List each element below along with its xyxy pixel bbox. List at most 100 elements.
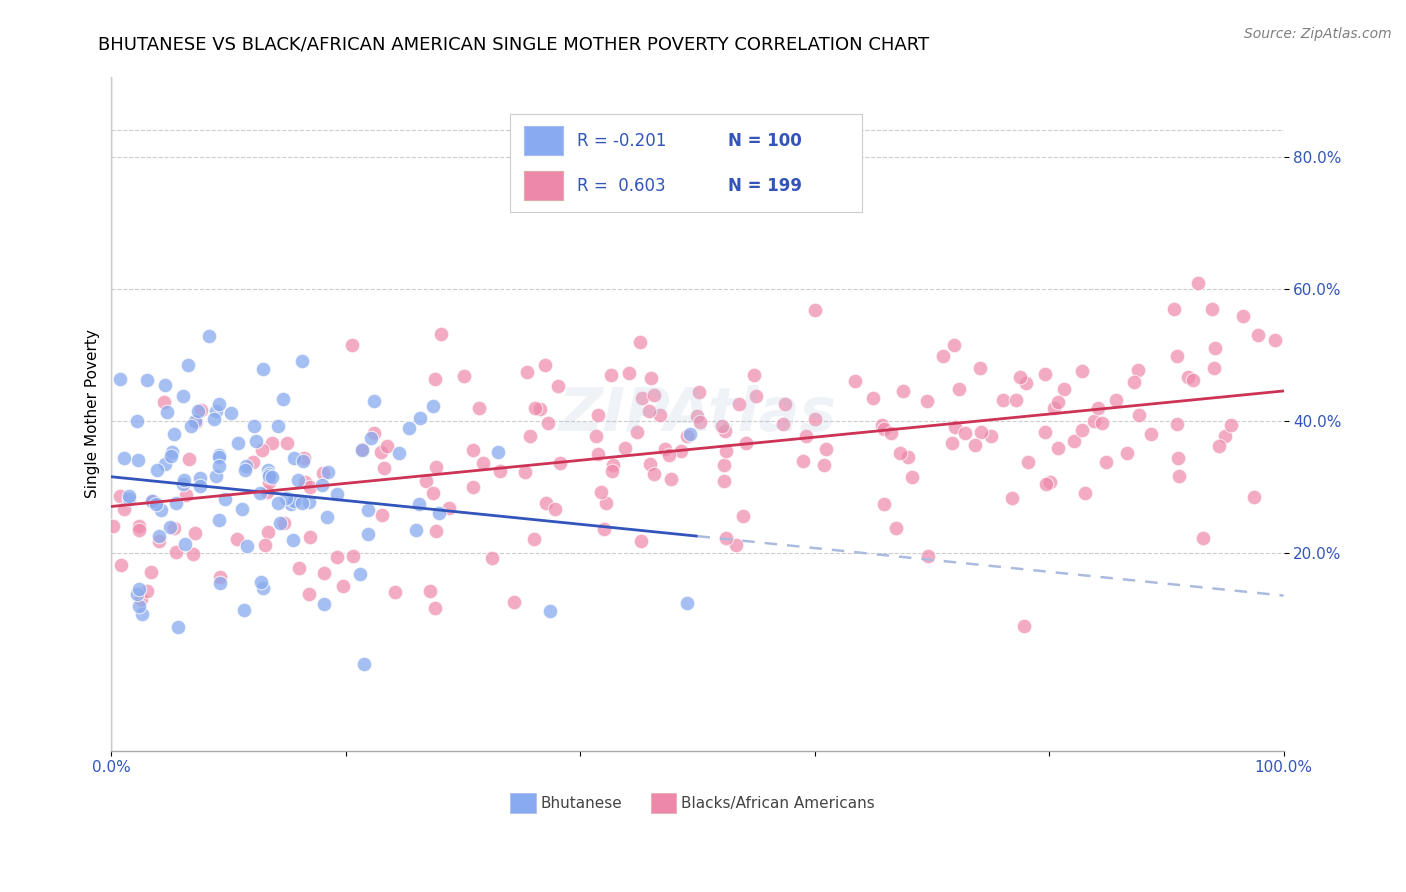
- Point: [1017, 455, 1039, 469]
- Point: [352, 443, 374, 458]
- Point: [1201, 302, 1223, 317]
- Point: [228, 436, 250, 450]
- Point: [1033, 425, 1056, 439]
- Point: [219, 406, 242, 420]
- Point: [519, 429, 541, 443]
- Point: [370, 445, 392, 459]
- Point: [125, 586, 148, 600]
- Point: [276, 436, 298, 450]
- Point: [586, 408, 609, 422]
- Point: [628, 334, 651, 349]
- Point: [271, 392, 294, 406]
- Point: [953, 426, 976, 441]
- Point: [312, 597, 335, 611]
- Point: [242, 455, 264, 469]
- Point: [231, 501, 253, 516]
- Point: [160, 444, 183, 458]
- Point: [617, 366, 640, 380]
- Point: [249, 485, 271, 500]
- Point: [595, 496, 617, 510]
- Point: [675, 428, 697, 442]
- Point: [172, 389, 194, 403]
- Point: [803, 303, 825, 318]
- Point: [1123, 375, 1146, 389]
- Point: [181, 548, 204, 562]
- Point: [727, 397, 749, 411]
- Point: [257, 475, 280, 489]
- Point: [889, 446, 911, 460]
- Point: [503, 595, 526, 609]
- Point: [1071, 364, 1094, 378]
- Point: [190, 403, 212, 417]
- Point: [1014, 376, 1036, 391]
- Point: [515, 465, 537, 479]
- Point: [312, 566, 335, 580]
- Point: [388, 446, 411, 460]
- Point: [267, 418, 290, 433]
- Point: [602, 458, 624, 472]
- Point: [463, 442, 485, 457]
- Point: [350, 442, 373, 456]
- Point: [472, 456, 495, 470]
- Point: [1039, 475, 1062, 489]
- Point: [917, 549, 939, 563]
- Point: [184, 525, 207, 540]
- Point: [593, 522, 616, 536]
- Point: [591, 484, 613, 499]
- Point: [1166, 417, 1188, 432]
- Point: [146, 463, 169, 477]
- Text: Source: ZipAtlas.com: Source: ZipAtlas.com: [1244, 27, 1392, 41]
- Point: [600, 368, 623, 382]
- Point: [233, 463, 256, 477]
- Point: [342, 549, 364, 564]
- Point: [1167, 469, 1189, 483]
- Point: [1105, 392, 1128, 407]
- Point: [299, 530, 322, 544]
- Point: [862, 391, 884, 405]
- Point: [1001, 491, 1024, 506]
- Point: [1047, 395, 1070, 409]
- Point: [316, 510, 339, 524]
- Point: [360, 431, 382, 445]
- Point: [276, 491, 298, 505]
- Point: [353, 657, 375, 672]
- Point: [658, 448, 681, 462]
- Point: [1095, 455, 1118, 469]
- Point: [524, 401, 547, 416]
- Point: [689, 415, 711, 429]
- Point: [745, 389, 768, 403]
- Point: [901, 470, 924, 484]
- Point: [363, 393, 385, 408]
- Point: [326, 487, 349, 501]
- Point: [236, 539, 259, 553]
- Point: [1004, 392, 1026, 407]
- Point: [184, 415, 207, 429]
- Point: [538, 604, 561, 618]
- Point: [281, 533, 304, 548]
- Point: [679, 426, 702, 441]
- Point: [177, 358, 200, 372]
- Point: [252, 581, 274, 595]
- Point: [1213, 429, 1236, 443]
- Point: [173, 473, 195, 487]
- Point: [430, 327, 453, 342]
- Point: [669, 444, 692, 458]
- Point: [252, 362, 274, 376]
- Point: [235, 459, 257, 474]
- Point: [1087, 401, 1109, 416]
- Point: [163, 521, 186, 535]
- Point: [257, 468, 280, 483]
- Point: [1012, 619, 1035, 633]
- Point: [208, 576, 231, 591]
- Point: [198, 329, 221, 343]
- Point: [405, 524, 427, 538]
- Point: [548, 456, 571, 470]
- Point: [148, 529, 170, 543]
- Point: [349, 567, 371, 582]
- Point: [772, 417, 794, 432]
- Point: [1181, 373, 1204, 387]
- Point: [932, 349, 955, 363]
- Point: [425, 524, 447, 539]
- Point: [110, 372, 132, 386]
- Point: [716, 531, 738, 545]
